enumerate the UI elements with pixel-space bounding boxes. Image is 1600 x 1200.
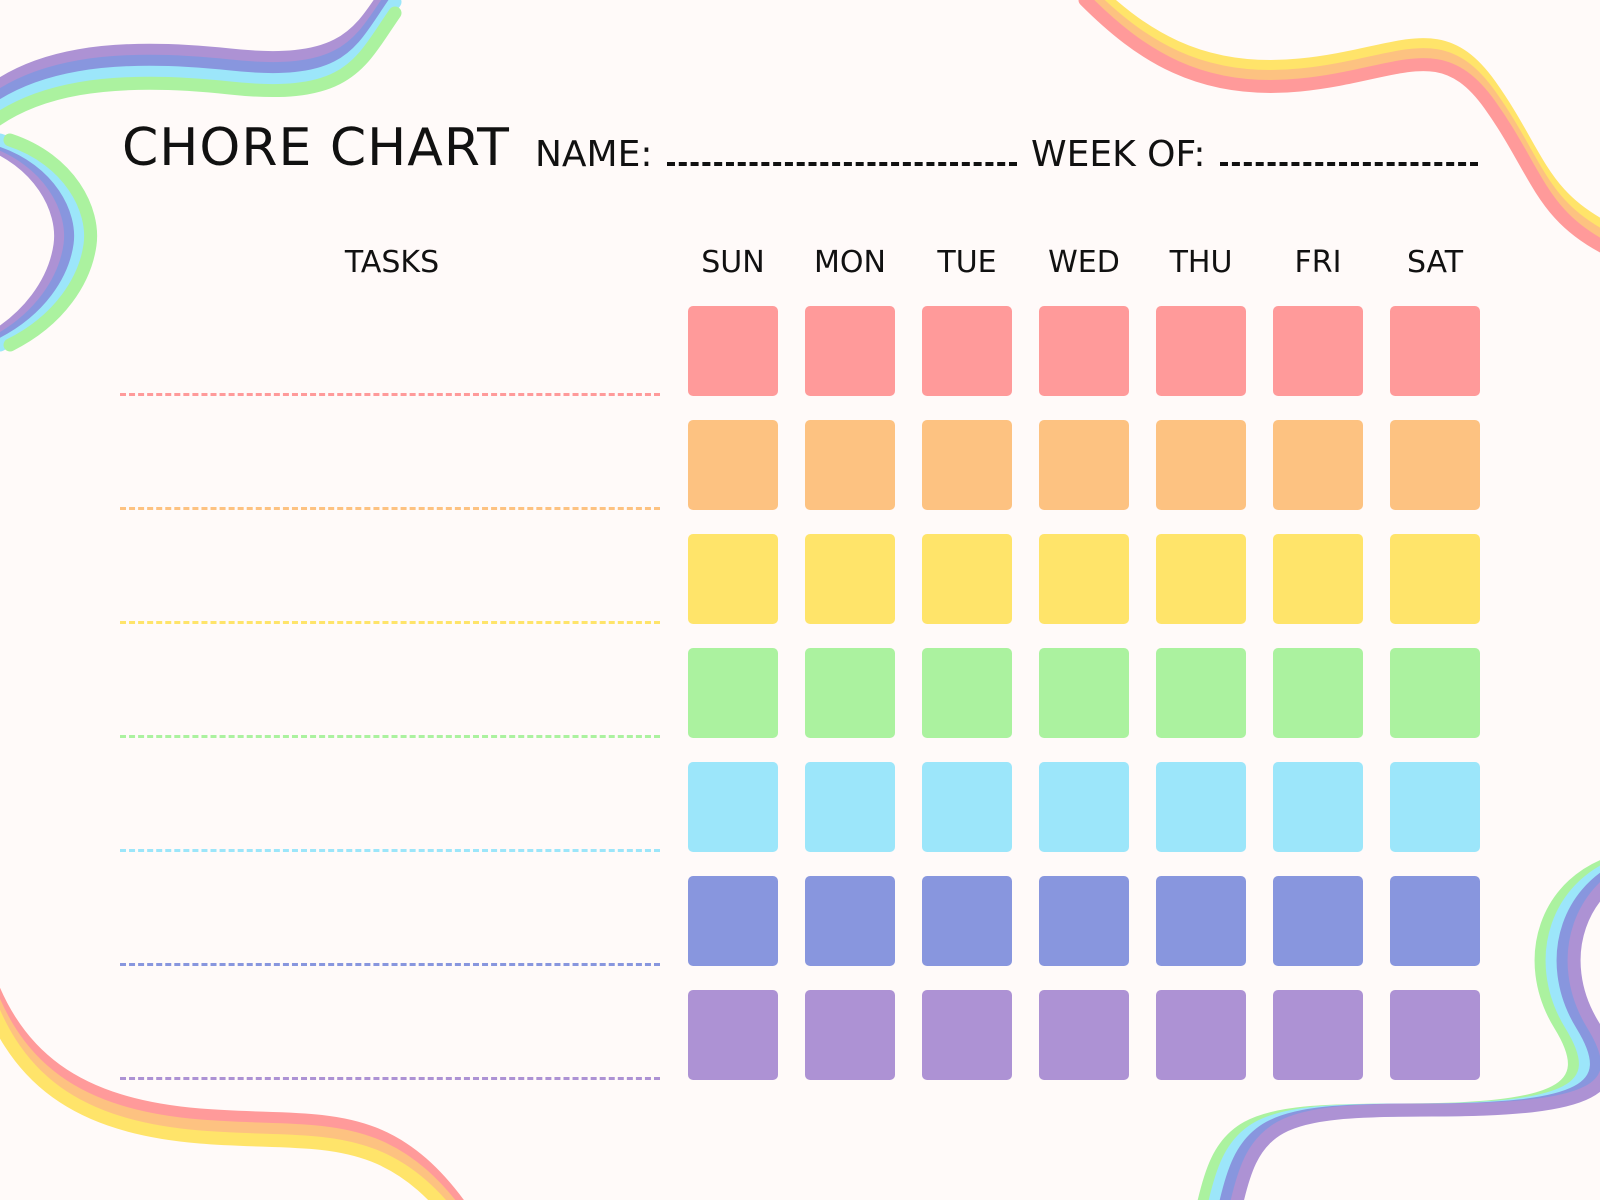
rainbow-top-left	[0, 0, 402, 126]
rainbow-bottom-left	[0, 987, 464, 1200]
task-line-5[interactable]	[120, 849, 660, 852]
task-line-6[interactable]	[120, 963, 660, 966]
rainbow-top-left-stripe	[0, 6, 402, 126]
check-box-mon-task-4[interactable]	[805, 648, 895, 738]
check-box-thu-task-2[interactable]	[1156, 420, 1246, 510]
check-box-thu-task-5[interactable]	[1156, 762, 1246, 852]
name-field[interactable]: NAME:	[535, 134, 1017, 175]
rainbow-bottom-right-stripe	[1230, 882, 1600, 1200]
task-line-1[interactable]	[120, 393, 660, 396]
week-blank[interactable]	[1219, 138, 1478, 166]
week-field[interactable]: WEEK OF:	[1031, 134, 1478, 175]
check-box-wed-task-7[interactable]	[1039, 990, 1129, 1080]
check-box-mon-task-7[interactable]	[805, 990, 895, 1080]
rainbow-bottom-left-stripe	[0, 1009, 446, 1200]
check-box-sat-task-2[interactable]	[1390, 420, 1480, 510]
task-line-2[interactable]	[120, 507, 660, 510]
check-box-tue-task-3[interactable]	[922, 534, 1012, 624]
tasks-header: TASKS	[344, 245, 440, 280]
rainbow-bottom-left-stripe	[0, 998, 456, 1200]
check-box-wed-task-2[interactable]	[1039, 420, 1129, 510]
check-box-sun-task-4[interactable]	[688, 648, 778, 738]
check-box-sat-task-4[interactable]	[1390, 648, 1480, 738]
rainbow-top-right-stripe	[1078, 0, 1600, 253]
check-box-sun-task-2[interactable]	[688, 420, 778, 510]
check-box-mon-task-2[interactable]	[805, 420, 895, 510]
check-box-wed-task-6[interactable]	[1039, 876, 1129, 966]
check-box-sun-task-1[interactable]	[688, 306, 778, 396]
check-box-fri-task-4[interactable]	[1273, 648, 1363, 738]
check-box-sat-task-1[interactable]	[1390, 306, 1480, 396]
check-box-sat-task-7[interactable]	[1390, 990, 1480, 1080]
rainbow-top-right	[1078, 0, 1600, 253]
day-header-wed: WED	[1048, 245, 1120, 280]
check-box-tue-task-1[interactable]	[922, 306, 1012, 396]
check-box-thu-task-4[interactable]	[1156, 648, 1246, 738]
check-box-sun-task-7[interactable]	[688, 990, 778, 1080]
check-box-fri-task-6[interactable]	[1273, 876, 1363, 966]
day-header-sat: SAT	[1406, 245, 1464, 280]
check-box-mon-task-6[interactable]	[805, 876, 895, 966]
check-box-fri-task-3[interactable]	[1273, 534, 1363, 624]
check-box-fri-task-7[interactable]	[1273, 990, 1363, 1080]
day-header-fri: FRI	[1294, 245, 1342, 280]
check-box-thu-task-1[interactable]	[1156, 306, 1246, 396]
task-line-3[interactable]	[120, 621, 660, 624]
task-line-7[interactable]	[120, 1077, 660, 1080]
page-title: CHORE CHART	[122, 118, 510, 178]
check-box-tue-task-6[interactable]	[922, 876, 1012, 966]
check-box-fri-task-1[interactable]	[1273, 306, 1363, 396]
check-box-thu-task-6[interactable]	[1156, 876, 1246, 966]
rainbow-top-left-stripe	[0, 0, 397, 104]
check-box-wed-task-3[interactable]	[1039, 534, 1129, 624]
name-blank[interactable]	[666, 138, 1017, 166]
check-box-sun-task-6[interactable]	[688, 876, 778, 966]
check-box-fri-task-2[interactable]	[1273, 420, 1363, 510]
check-box-sat-task-6[interactable]	[1390, 876, 1480, 966]
check-box-wed-task-4[interactable]	[1039, 648, 1129, 738]
check-box-tue-task-7[interactable]	[922, 990, 1012, 1080]
rainbow-top-left-stripe	[0, 0, 402, 115]
check-box-thu-task-3[interactable]	[1156, 534, 1246, 624]
check-box-sat-task-5[interactable]	[1390, 762, 1480, 852]
rainbow-top-left-stripe	[0, 0, 390, 93]
name-label: NAME:	[535, 134, 653, 175]
day-header-mon: MON	[814, 245, 886, 280]
check-box-mon-task-3[interactable]	[805, 534, 895, 624]
check-box-wed-task-5[interactable]	[1039, 762, 1129, 852]
task-line-4[interactable]	[120, 735, 660, 738]
rainbow-top-right-stripe	[1096, 0, 1600, 233]
rainbow-left-loop	[0, 133, 98, 352]
check-box-sat-task-3[interactable]	[1390, 534, 1480, 624]
check-box-mon-task-1[interactable]	[805, 306, 895, 396]
check-box-sun-task-5[interactable]	[688, 762, 778, 852]
day-header-thu: THU	[1169, 245, 1233, 280]
check-box-wed-task-1[interactable]	[1039, 306, 1129, 396]
check-box-tue-task-5[interactable]	[922, 762, 1012, 852]
check-box-tue-task-4[interactable]	[922, 648, 1012, 738]
check-box-thu-task-7[interactable]	[1156, 990, 1246, 1080]
check-box-mon-task-5[interactable]	[805, 762, 895, 852]
day-header-tue: TUE	[937, 245, 997, 280]
rainbow-bottom-left-stripe	[0, 987, 464, 1200]
rainbow-bottom-right	[1197, 860, 1600, 1200]
rainbow-left-loop-stripe	[3, 133, 98, 352]
day-header-sun: SUN	[701, 245, 765, 280]
check-box-sun-task-3[interactable]	[688, 534, 778, 624]
week-label: WEEK OF:	[1031, 134, 1206, 175]
check-box-tue-task-2[interactable]	[922, 420, 1012, 510]
check-box-fri-task-5[interactable]	[1273, 762, 1363, 852]
